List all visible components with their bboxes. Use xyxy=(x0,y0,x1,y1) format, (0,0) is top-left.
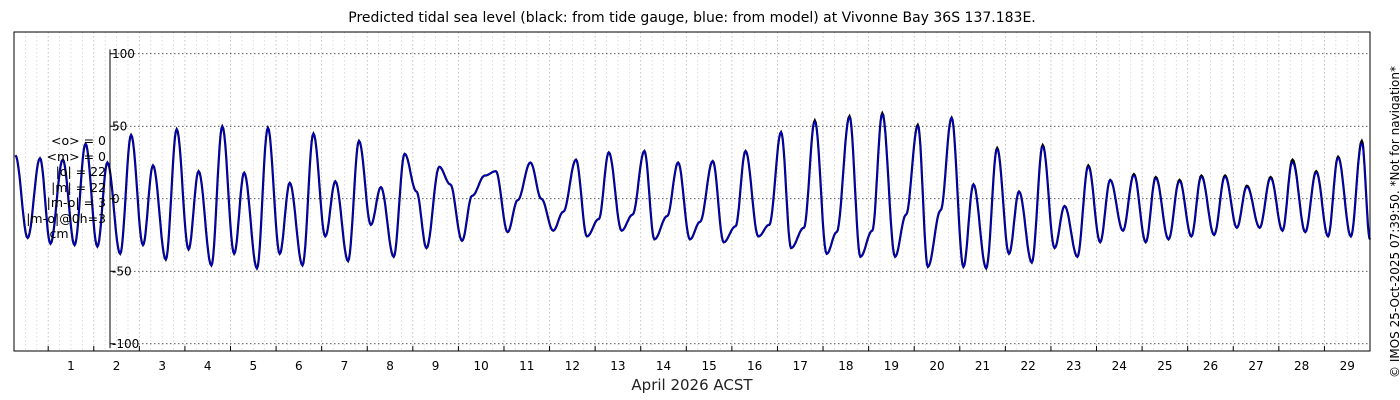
x-tick-label: 13 xyxy=(610,359,625,373)
statistics-panel: <o> = 0 <m> = 0 |o| = 22 |m| = 22 |m-o| … xyxy=(14,133,114,242)
stat-mean-model: <m> = 0 xyxy=(46,148,107,164)
x-tick-label: 12 xyxy=(565,359,580,373)
x-tick-label: 18 xyxy=(838,359,853,373)
x-tick-label: 7 xyxy=(341,359,349,373)
x-tick-label: 24 xyxy=(1112,359,1127,373)
x-tick-label: 15 xyxy=(701,359,716,373)
x-tick-label: 9 xyxy=(432,359,440,373)
x-axis-label: April 2026 ACST xyxy=(631,376,753,394)
x-tick-label: 27 xyxy=(1248,359,1263,373)
x-tick-label: 22 xyxy=(1021,359,1036,373)
plot-area xyxy=(13,31,1371,352)
chart-title: Predicted tidal sea level (black: from t… xyxy=(348,10,1036,26)
x-tick-label: 20 xyxy=(929,359,944,373)
stat-abs-diff-0h: |m-o|@0h=3 xyxy=(26,210,106,226)
stat-abs-model: |m| = 22 xyxy=(51,179,106,195)
x-tick-label: 5 xyxy=(249,359,257,373)
y-tick-label: -50 xyxy=(112,264,132,278)
stat-abs-diff: |m-o| = 3 xyxy=(46,195,106,210)
x-tick-label: 26 xyxy=(1203,359,1218,373)
y-tick-label: 0 xyxy=(112,192,120,206)
x-tick-label: 23 xyxy=(1066,359,1081,373)
stat-abs-observed: |o| = 22 xyxy=(55,164,106,179)
stat-mean-observed: <o> = 0 xyxy=(51,133,106,148)
x-tick-label: 8 xyxy=(386,359,394,373)
x-tick-label: 28 xyxy=(1294,359,1309,373)
series-layer xyxy=(14,110,1372,271)
x-tick-label: 14 xyxy=(656,359,671,373)
x-tick-label: 25 xyxy=(1157,359,1172,373)
y-tick-label: 100 xyxy=(112,47,135,61)
y-tick-label: -100 xyxy=(112,337,139,351)
stat-unit: cm xyxy=(49,226,69,241)
x-tick-label: 17 xyxy=(793,359,808,373)
x-tick-label: 6 xyxy=(295,359,303,373)
x-tick-label: 10 xyxy=(474,359,489,373)
x-tick-label: 21 xyxy=(975,359,990,373)
x-tick-label: 2 xyxy=(113,359,121,373)
series-line-model xyxy=(14,112,1371,271)
series-line-tide-gauge xyxy=(14,110,1372,271)
x-tick-label: 29 xyxy=(1340,359,1355,373)
y-tick-label: 50 xyxy=(112,119,127,133)
x-tick-label: 1 xyxy=(67,359,75,373)
x-tick-label: 4 xyxy=(204,359,212,373)
grid xyxy=(13,32,1370,351)
x-tick-label: 19 xyxy=(884,359,899,373)
x-tick-label: 16 xyxy=(747,359,762,373)
x-tick-label: 3 xyxy=(158,359,166,373)
x-tick-label: 11 xyxy=(519,359,534,373)
copyright-credit: © IMOS 25-Oct-2025 07:39:50. *Not for na… xyxy=(1388,66,1400,378)
